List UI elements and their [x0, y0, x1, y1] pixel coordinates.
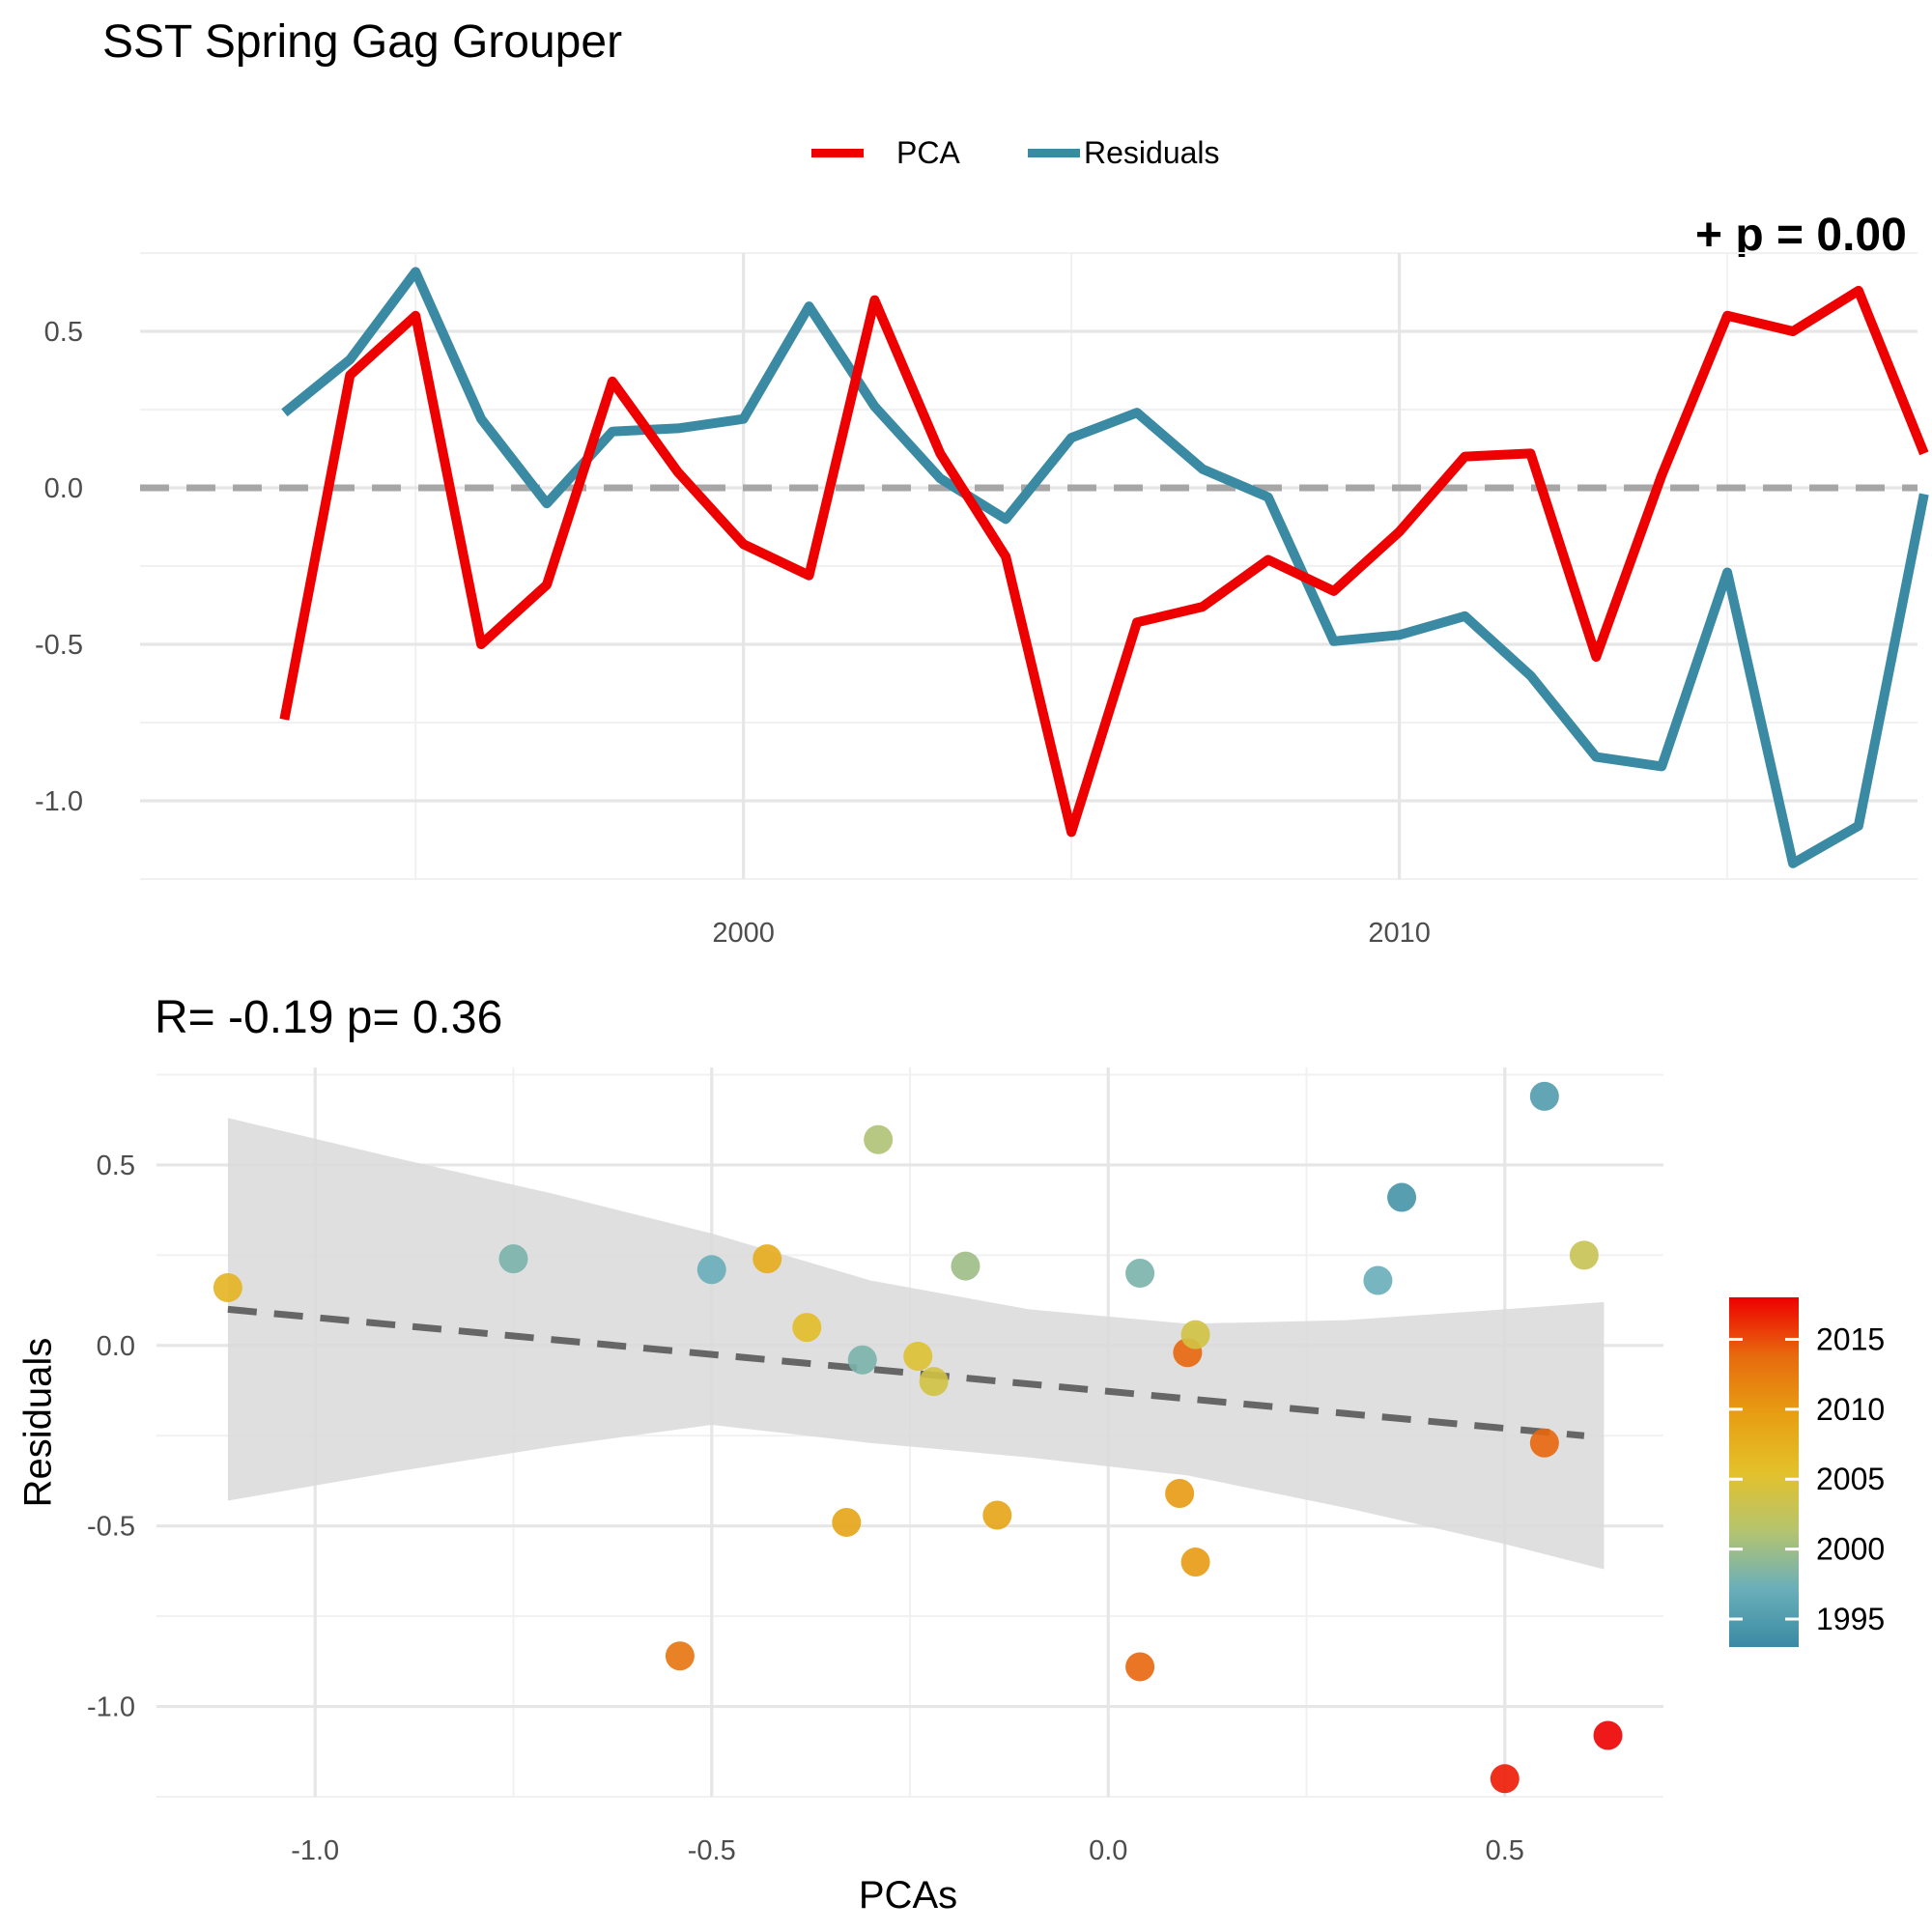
colorbar-label: 2000 — [1816, 1532, 1885, 1567]
series-line-residuals — [281, 267, 1929, 868]
scatter-point — [213, 1272, 242, 1302]
corner-label: + p = 0.00 — [1695, 214, 1907, 257]
scatter-point — [1125, 1259, 1155, 1289]
x-axis-title: PCAs — [858, 1874, 958, 1917]
scatter-point — [792, 1313, 822, 1343]
y-tick-label: 0.0 — [44, 473, 83, 504]
scatter-point — [1165, 1479, 1195, 1509]
y-axis-title: Residuals — [16, 1337, 60, 1508]
y-tick-label: -0.5 — [87, 1512, 135, 1543]
scatter-point — [696, 1255, 726, 1285]
scatter-point — [903, 1342, 933, 1372]
figure-title: SST Spring Gag Grouper — [102, 16, 623, 68]
x-tick-label: 2010 — [1368, 918, 1431, 949]
colorbar: 1995 2000 2005 2010 2015 — [1729, 1297, 1885, 1647]
scatter-point — [1490, 1764, 1520, 1794]
scatter-point — [919, 1367, 949, 1397]
y-tick-label: 0.0 — [97, 1331, 135, 1362]
legend-key-pca — [811, 149, 864, 157]
scatter-point — [1363, 1265, 1393, 1295]
y-tick-label: 0.5 — [97, 1151, 135, 1181]
regression-line — [227, 1305, 1585, 1439]
colorbar-ramp — [1729, 1297, 1799, 1647]
scatter-point — [1529, 1081, 1559, 1111]
x-tick-label: -0.5 — [688, 1835, 736, 1866]
time-series-ticks: 2000 2010 -1.0 -0.5 0.0 0.5 — [35, 317, 1431, 949]
x-tick-label: 2000 — [712, 918, 775, 949]
scatter-point — [1387, 1182, 1417, 1212]
scatter-point — [1125, 1652, 1155, 1682]
scatter-point — [951, 1251, 980, 1281]
scatter-points — [213, 1081, 1623, 1794]
scatter-point — [665, 1641, 695, 1671]
colorbar-label: 1995 — [1816, 1602, 1885, 1636]
colorbar-label: 2015 — [1816, 1321, 1885, 1356]
x-tick-label: 0.5 — [1486, 1835, 1524, 1866]
x-tick-label: -1.0 — [291, 1835, 339, 1866]
colorbar-label: 2010 — [1816, 1392, 1885, 1427]
y-tick-label: -0.5 — [35, 630, 83, 661]
y-tick-label: 0.5 — [44, 317, 83, 348]
legend-key-residuals — [1028, 149, 1080, 157]
colorbar-label: 2005 — [1816, 1462, 1885, 1496]
scatter-point — [864, 1124, 894, 1154]
scatter-point — [847, 1345, 877, 1375]
scatter-point — [1569, 1240, 1599, 1270]
legend-label-residuals: Residuals — [1084, 135, 1220, 170]
scatter-ticks: -1.0 -0.5 0.0 0.5 -1.0 -0.5 0.0 0.5 — [87, 1151, 1524, 1866]
time-series-lines — [279, 267, 1929, 868]
scatter-point — [832, 1507, 862, 1537]
scatter-point — [1180, 1548, 1210, 1577]
legend: PCA Residuals — [811, 133, 1256, 176]
scatter-point — [1593, 1720, 1623, 1750]
scatter-point — [1529, 1428, 1559, 1458]
scatter-point — [1180, 1320, 1210, 1350]
scatter-point — [753, 1244, 782, 1274]
series-line-pca — [279, 285, 1929, 838]
scatter-annotation: R= -0.19 p= 0.36 — [155, 992, 503, 1043]
y-tick-label: -1.0 — [35, 786, 83, 817]
scatter-point — [982, 1500, 1012, 1530]
legend-label-pca: PCA — [896, 135, 960, 170]
scatter-point — [498, 1244, 528, 1274]
x-tick-label: 0.0 — [1089, 1835, 1127, 1866]
y-tick-label: -1.0 — [87, 1692, 135, 1723]
fit-line — [227, 1305, 1585, 1439]
